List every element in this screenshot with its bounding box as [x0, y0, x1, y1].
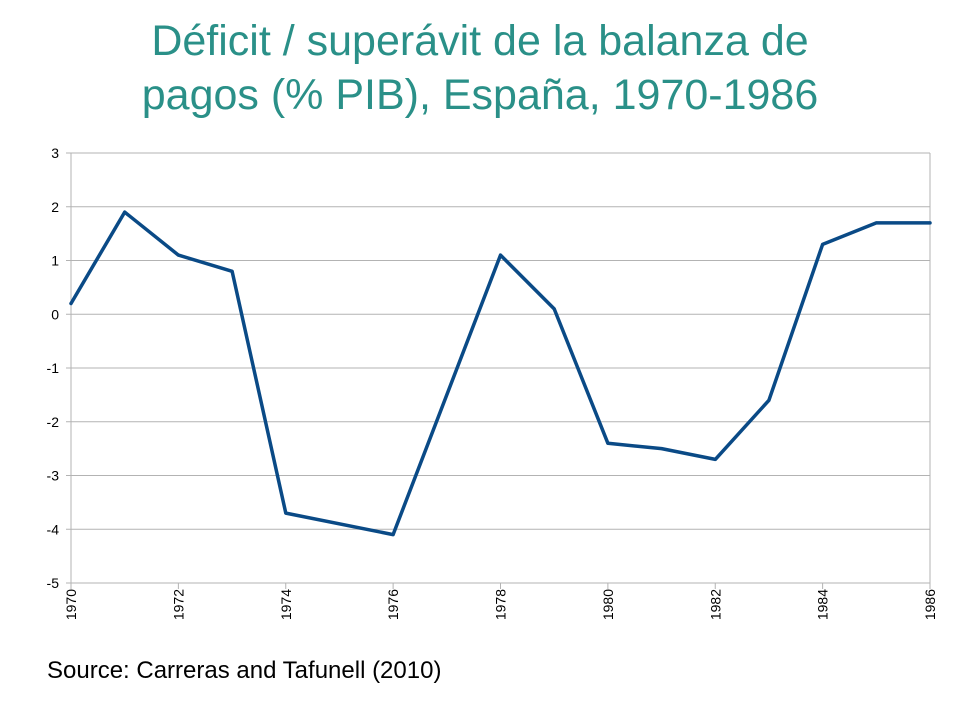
x-tick-label: 1976 — [385, 589, 401, 620]
data-point — [821, 242, 825, 246]
y-tick-label: 0 — [51, 306, 59, 322]
data-point — [606, 441, 610, 445]
data-point — [123, 210, 127, 214]
y-tick-label: 2 — [51, 199, 59, 215]
y-tick-label: -2 — [47, 414, 60, 430]
y-tick-label: -1 — [47, 360, 60, 376]
x-tick-label: 1980 — [600, 589, 616, 620]
axes — [66, 152, 931, 589]
data-point — [713, 457, 717, 461]
y-tick-label: -4 — [47, 521, 60, 537]
y-tick-label: -3 — [47, 468, 60, 484]
data-point — [660, 447, 664, 451]
y-tick-label: 1 — [51, 253, 59, 269]
y-tick-label: -5 — [47, 575, 60, 591]
gridlines — [71, 152, 930, 584]
series-layer — [69, 210, 932, 537]
y-tick-label: 3 — [51, 145, 59, 161]
chart-title: Déficit / superávit de la balanza de pag… — [0, 14, 960, 122]
y-axis-ticks: 3 2 1 0 -1 -2 -3 -4 -5 — [47, 145, 60, 591]
x-axis-ticks: 1970 1972 1974 1976 1978 1980 1982 1984 1986 — [63, 589, 938, 620]
data-point — [767, 398, 771, 402]
data-point — [176, 253, 180, 257]
x-tick-label: 1982 — [707, 589, 723, 620]
data-point — [499, 253, 502, 257]
data-point — [69, 302, 73, 305]
chart-title-line-2: pagos (% PIB), España, 1970-1986 — [141, 71, 819, 119]
x-tick-label: 1986 — [922, 589, 938, 620]
x-tick-label: 1978 — [493, 589, 509, 620]
x-tick-label: 1972 — [170, 589, 186, 620]
x-tick-label: 1970 — [63, 589, 79, 620]
x-tick-label: 1974 — [278, 589, 294, 620]
data-point — [552, 307, 556, 311]
data-point — [874, 221, 878, 225]
data-point — [928, 221, 932, 225]
data-point — [284, 511, 288, 515]
x-tick-label: 1984 — [815, 589, 831, 620]
source-note: Source: Carreras and Tafunell (2010) — [47, 657, 442, 684]
data-point — [230, 269, 234, 273]
data-point — [391, 533, 395, 537]
chart-title-line-1: Déficit / superávit de la balanza de — [151, 17, 809, 65]
